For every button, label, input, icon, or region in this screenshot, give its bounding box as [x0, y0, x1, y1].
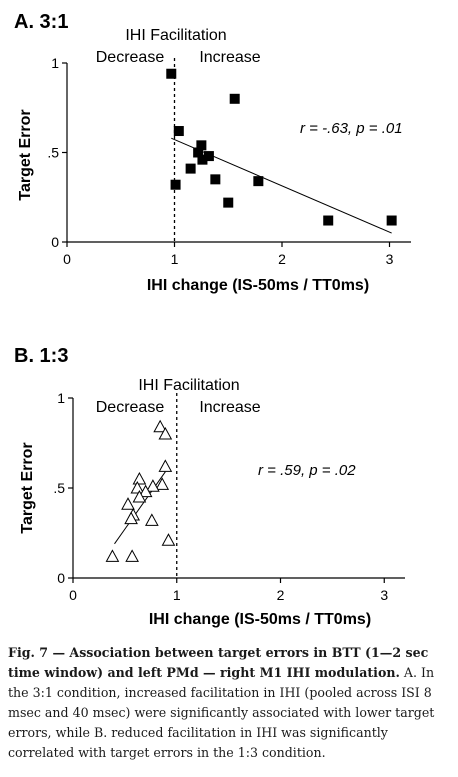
- data-point: [153, 419, 167, 433]
- data-point: [197, 154, 208, 165]
- data-point: [170, 179, 181, 190]
- x-tick-label: 1: [171, 251, 179, 267]
- data-point: [155, 477, 170, 490]
- y-tick-label: 0: [57, 570, 65, 586]
- correlation-stat: r = -.63, p = .01: [300, 120, 403, 137]
- data-point: [229, 93, 240, 104]
- data-point: [185, 163, 196, 174]
- panel-b: B. 1:3 IHI Facilitation Decrease Increas…: [14, 345, 405, 628]
- y-axis-title: Target Error: [17, 109, 34, 200]
- p-value: p = .02: [308, 462, 356, 479]
- x-tick-label: 0: [69, 587, 77, 603]
- panel-label: A. 3:1: [14, 11, 68, 33]
- panel-label: B. 1:3: [14, 345, 68, 367]
- data-point: [158, 426, 173, 440]
- x-tick-label: 0: [63, 251, 71, 267]
- y-tick-label: .5: [53, 480, 65, 496]
- data-point: [193, 147, 204, 158]
- decrease-label: Decrease: [96, 399, 165, 416]
- figure: A. 3:1 IHI Facilitation Decrease Increas…: [14, 11, 411, 628]
- x-tick-label: 3: [380, 587, 388, 603]
- data-point: [386, 215, 397, 226]
- y-axis-title: Target Error: [19, 442, 36, 533]
- decrease-label: Decrease: [96, 49, 165, 66]
- p-value: p = .01: [355, 120, 402, 137]
- facilitation-title: IHI Facilitation: [138, 377, 239, 394]
- correlation-stat: r = .59, p = .02: [258, 462, 356, 479]
- plot-area: 0 .5 1 0 1 2 3: [53, 390, 405, 603]
- y-tick-label: 0: [51, 234, 59, 250]
- x-tick-label: 3: [386, 251, 394, 267]
- data-point: [323, 215, 334, 226]
- caption-body: A. In the 3:1 condition, increased facil…: [8, 665, 435, 760]
- data-point: [203, 151, 214, 162]
- panel-a: A. 3:1 IHI Facilitation Decrease Increas…: [14, 11, 411, 294]
- r-value: r = .59,: [258, 462, 309, 479]
- data-point: [223, 197, 234, 208]
- caption-lead: Fig. 7 — Association between target erro…: [8, 645, 429, 680]
- data-point: [196, 140, 207, 151]
- regression-line: [114, 471, 166, 545]
- data-point: [173, 126, 184, 137]
- increase-label: Increase: [199, 399, 260, 416]
- data-point: [132, 489, 147, 503]
- y-tick-label: 1: [57, 390, 65, 406]
- data-point: [146, 479, 160, 492]
- figure-caption: Fig. 7 — Association between target erro…: [8, 643, 450, 763]
- r-value: r = -.63,: [300, 120, 356, 137]
- plot-area: 0 .5 1 0 1 2 3: [47, 55, 411, 267]
- x-tick-label: 2: [278, 251, 286, 267]
- x-axis-title: IHI change (IS-50ms / TT0ms): [147, 277, 369, 294]
- x-tick-label: 1: [173, 587, 181, 603]
- data-point: [253, 176, 264, 187]
- increase-label: Increase: [199, 49, 260, 66]
- y-tick-label: .5: [47, 145, 59, 161]
- data-point: [138, 484, 153, 498]
- data-point: [124, 511, 138, 525]
- data-point: [121, 497, 135, 510]
- data-point: [166, 68, 177, 79]
- facilitation-title: IHI Facilitation: [125, 27, 226, 44]
- data-point: [130, 480, 145, 494]
- data-point: [161, 533, 176, 546]
- x-tick-label: 2: [277, 587, 285, 603]
- data-point: [210, 174, 221, 185]
- y-tick-label: 1: [51, 55, 59, 71]
- data-point: [145, 513, 159, 526]
- data-point: [125, 549, 139, 562]
- data-point: [132, 471, 147, 485]
- data-point: [158, 459, 173, 472]
- data-point: [105, 549, 120, 562]
- x-axis-title: IHI change (IS-50ms / TT0ms): [149, 611, 371, 628]
